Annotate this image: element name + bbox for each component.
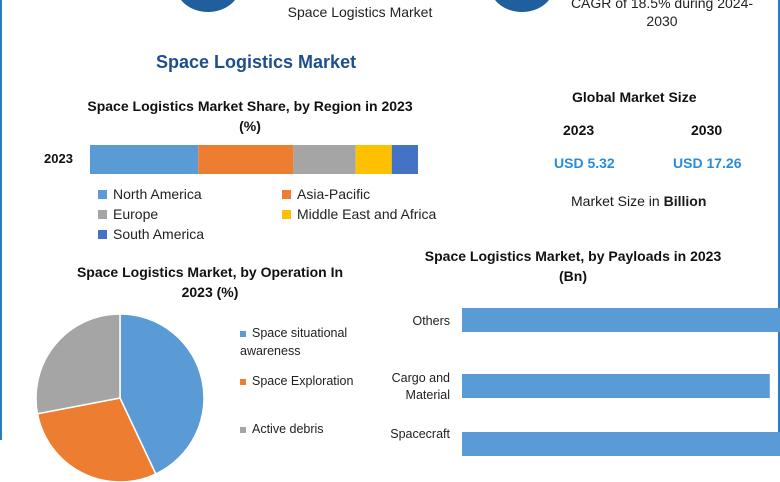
market-size-unit: Market Size in Billion [571,193,706,209]
right-border [778,0,780,440]
legend-middle-east-africa: Middle East and Africa [282,206,436,222]
legend-swatch-middle-east-africa [282,209,291,219]
header-right-text: CAGR of 18.5% during 2024- 2030 [562,0,762,30]
region-bar-segment-middle-east-and-africa [355,145,392,174]
legend-swatch-north-america [98,189,107,199]
page-title: Space Logistics Market [156,52,357,72]
legend-asia-pacific: Asia-Pacific [282,186,370,202]
legend-south-america: South America [98,226,204,242]
global-market-title: Global Market Size [572,89,697,105]
pie-legend-dot-2 [240,426,246,433]
global-market-year-2023: 2023 [563,122,595,138]
region-bar-segment-south-america [391,145,418,174]
payload-category-label-2: Spacecraft [390,427,450,441]
region-bar-segment-europe [293,145,356,174]
operation-chart-title: Space Logistics Market, by Operation In … [60,262,360,302]
header-left-text: Space Logistics Market [287,4,433,20]
region-chart-title-text: Space Logistics Market Share, by Region … [87,98,413,134]
payload-bar-chart [462,308,780,456]
legend-swatch-europe [98,209,107,219]
cagr-text-line2: 2030 [646,13,678,29]
payload-chart-title-text: Space Logistics Market, by Payloads in 2… [424,248,722,284]
global-market-value-2023: USD 5.32 [554,155,615,171]
region-bar-year-label: 2023 [44,151,73,166]
operation-chart-title-text: Space Logistics Market, by Operation In … [76,264,344,300]
pie-legend-dot-1 [240,378,246,385]
legend-europe: Europe [98,206,158,222]
payload-bar-0 [462,308,780,332]
pie-legend-label-1: Space Exploration [252,374,354,388]
growth-badge-icon [490,0,554,12]
payload-bar-2 [462,432,780,456]
legend-label-south-america: South America [113,226,205,242]
payload-chart-title: Space Logistics Market, by Payloads in 2… [420,246,726,286]
legend-north-america: North America [98,186,202,202]
pie-legend-item-1: Space Exploration [240,372,400,390]
legend-label-middle-east-africa: Middle East and Africa [297,206,437,222]
pie-legend-item-2: Active debris [240,420,380,438]
cagr-text-line1: CAGR of 18.5% during 2024- [570,0,754,11]
payload-category-label-1: Cargo and Material [391,371,450,402]
payload-category-label-0: Others [412,314,450,328]
payload-bar-1 [462,374,770,398]
legend-swatch-asia-pacific [282,189,291,199]
global-market-year-2030: 2030 [691,122,723,138]
rocket-badge-icon [176,0,240,12]
region-stacked-bar-chart [90,145,418,174]
pie-legend-label-2: Active debris [252,422,324,436]
global-market-value-2030: USD 17.26 [673,155,742,171]
market-size-unit-bold: Billion [663,193,707,209]
legend-label-europe: Europe [113,206,159,222]
pie-slice-2 [35,313,121,415]
region-chart-title: Space Logistics Market Share, by Region … [80,96,420,136]
pie-legend-item-0: Space situational awareness [240,324,380,360]
legend-swatch-south-america [98,229,107,239]
pie-legend-dot-0 [240,330,246,337]
left-border [0,0,2,440]
pie-legend-label-0: Space situational awareness [240,326,348,358]
legend-label-north-america: North America [113,186,202,202]
legend-label-asia-pacific: Asia-Pacific [297,186,371,202]
region-bar-segment-north-america [90,145,199,174]
region-bar-segment-asia-pacific [198,145,294,174]
market-size-unit-prefix: Market Size in [571,193,664,209]
operation-pie-chart [35,313,205,482]
